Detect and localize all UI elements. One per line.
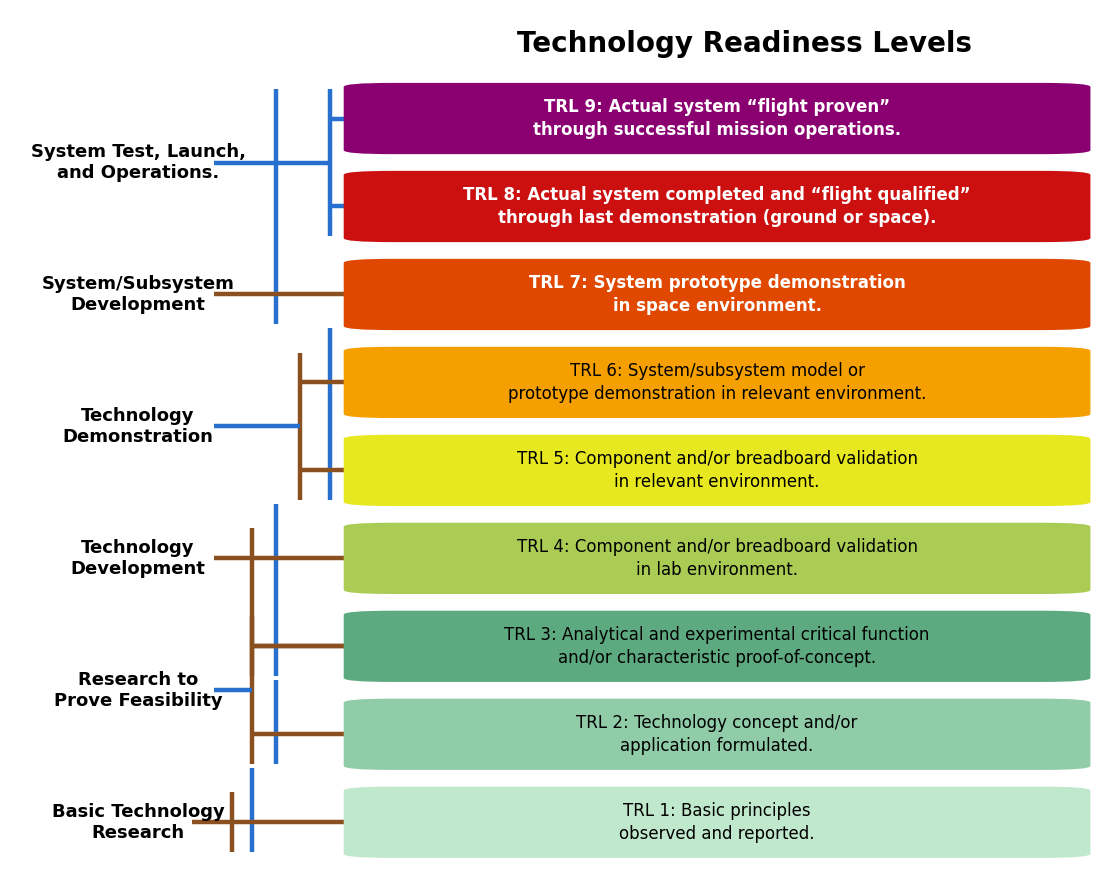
FancyBboxPatch shape [343, 611, 1090, 682]
Text: Technology Readiness Levels: Technology Readiness Levels [517, 30, 971, 58]
Text: Research to
Prove Feasibility: Research to Prove Feasibility [54, 671, 222, 710]
Text: Technology
Development: Technology Development [70, 539, 206, 578]
Text: Basic Technology
Research: Basic Technology Research [52, 803, 224, 842]
Text: TRL 9: Actual system “flight proven”
through successful mission operations.: TRL 9: Actual system “flight proven” thr… [534, 98, 901, 139]
Text: TRL 6: System/subsystem model or
prototype demonstration in relevant environment: TRL 6: System/subsystem model or prototy… [508, 362, 926, 403]
FancyBboxPatch shape [343, 699, 1090, 770]
Text: TRL 8: Actual system completed and “flight qualified”
through last demonstration: TRL 8: Actual system completed and “flig… [463, 186, 971, 227]
FancyBboxPatch shape [343, 347, 1090, 418]
FancyBboxPatch shape [343, 435, 1090, 506]
Text: TRL 5: Component and/or breadboard validation
in relevant environment.: TRL 5: Component and/or breadboard valid… [517, 450, 917, 491]
Text: System Test, Launch,
and Operations.: System Test, Launch, and Operations. [31, 143, 245, 182]
Text: System/Subsystem
Development: System/Subsystem Development [42, 275, 234, 313]
FancyBboxPatch shape [343, 83, 1090, 155]
FancyBboxPatch shape [343, 258, 1090, 330]
Text: TRL 3: Analytical and experimental critical function
and/or characteristic proof: TRL 3: Analytical and experimental criti… [505, 626, 930, 667]
Text: TRL 4: Component and/or breadboard validation
in lab environment.: TRL 4: Component and/or breadboard valid… [517, 538, 917, 579]
Text: TRL 7: System prototype demonstration
in space environment.: TRL 7: System prototype demonstration in… [529, 274, 905, 315]
FancyBboxPatch shape [343, 787, 1090, 858]
FancyBboxPatch shape [343, 523, 1090, 594]
Text: TRL 1: Basic principles
observed and reported.: TRL 1: Basic principles observed and rep… [619, 802, 815, 843]
FancyBboxPatch shape [343, 170, 1090, 242]
Text: Technology
Demonstration: Technology Demonstration [63, 407, 213, 446]
Text: TRL 2: Technology concept and/or
application formulated.: TRL 2: Technology concept and/or applica… [576, 714, 858, 755]
